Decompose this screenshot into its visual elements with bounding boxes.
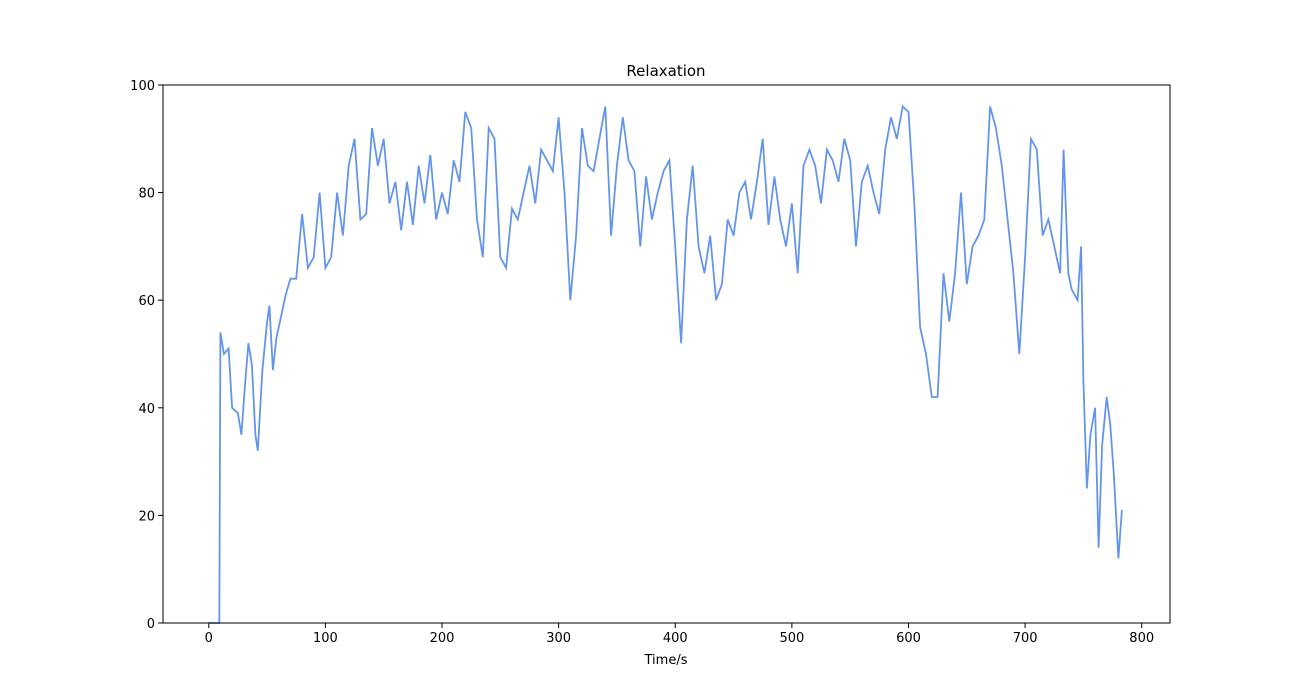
plot-frame	[162, 84, 1171, 624]
x-tick-label: 0	[205, 631, 213, 646]
y-tick-label: 60	[138, 294, 155, 309]
y-tick-label: 80	[138, 187, 155, 202]
x-tick-label: 800	[1129, 631, 1154, 646]
y-tick-label: 100	[130, 79, 155, 94]
x-tick-label: 600	[896, 631, 921, 646]
x-tick-label: 700	[1013, 631, 1038, 646]
x-tick-label: 400	[663, 631, 688, 646]
x-tick-label: 300	[546, 631, 571, 646]
x-axis-label: Time/s	[644, 653, 688, 668]
x-tick-label: 200	[430, 631, 455, 646]
x-tick-label: 100	[313, 631, 338, 646]
x-tick-label: 500	[779, 631, 804, 646]
chart-title: Relaxation	[626, 62, 705, 80]
y-tick-label: 0	[147, 617, 155, 632]
y-tick-label: 40	[138, 402, 155, 417]
data-line	[208, 104, 1123, 624]
y-tick-label: 20	[138, 509, 155, 524]
